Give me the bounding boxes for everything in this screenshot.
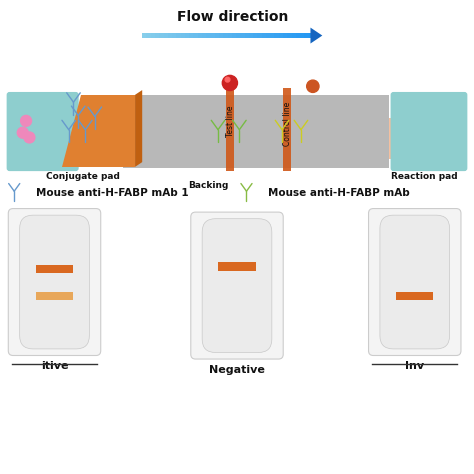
Bar <box>240 33 245 38</box>
Polygon shape <box>310 27 322 44</box>
Bar <box>210 33 215 38</box>
Text: Flow direction: Flow direction <box>177 9 288 24</box>
Bar <box>279 33 283 38</box>
Bar <box>159 33 164 38</box>
Bar <box>146 33 151 38</box>
Bar <box>253 33 258 38</box>
Bar <box>296 33 301 38</box>
Bar <box>257 33 262 38</box>
Bar <box>249 33 254 38</box>
Bar <box>142 33 147 38</box>
Bar <box>226 88 234 171</box>
Circle shape <box>225 77 230 82</box>
FancyBboxPatch shape <box>380 215 449 349</box>
Bar <box>189 33 194 38</box>
Bar <box>202 33 207 38</box>
Text: Mouse anti-H-FABP mAb: Mouse anti-H-FABP mAb <box>268 188 410 199</box>
Bar <box>155 33 160 38</box>
Text: Reaction pad: Reaction pad <box>391 172 457 181</box>
Text: Conjugate pad: Conjugate pad <box>46 172 120 181</box>
Bar <box>193 33 198 38</box>
Bar <box>36 292 73 300</box>
FancyBboxPatch shape <box>9 209 100 356</box>
Bar <box>36 265 73 273</box>
Bar <box>304 33 309 38</box>
Bar <box>309 33 313 38</box>
Bar <box>287 33 292 38</box>
FancyBboxPatch shape <box>20 215 89 349</box>
FancyBboxPatch shape <box>391 92 467 171</box>
Bar <box>219 33 224 38</box>
Circle shape <box>20 115 32 127</box>
Bar <box>266 33 271 38</box>
Polygon shape <box>135 90 142 167</box>
Bar <box>176 33 181 38</box>
Bar <box>270 33 275 38</box>
Bar <box>215 33 219 38</box>
Bar <box>198 33 202 38</box>
Bar <box>181 33 185 38</box>
Bar <box>292 33 296 38</box>
Text: Backing: Backing <box>188 181 229 190</box>
FancyBboxPatch shape <box>202 219 272 353</box>
FancyBboxPatch shape <box>368 209 461 356</box>
Text: Mouse anti-H-FABP mAb 1: Mouse anti-H-FABP mAb 1 <box>36 188 188 199</box>
Bar <box>396 292 433 300</box>
Bar <box>151 33 155 38</box>
Bar <box>274 33 279 38</box>
Bar <box>123 95 389 168</box>
FancyBboxPatch shape <box>7 92 79 171</box>
Text: Test line: Test line <box>227 105 235 137</box>
Bar <box>232 33 237 38</box>
Bar <box>283 33 288 38</box>
Bar <box>9 118 465 159</box>
Circle shape <box>17 127 29 139</box>
FancyBboxPatch shape <box>191 212 283 359</box>
Bar <box>164 33 168 38</box>
Text: Negative: Negative <box>209 365 265 375</box>
Text: itive: itive <box>41 361 68 371</box>
Bar <box>206 33 211 38</box>
Circle shape <box>23 131 36 144</box>
Bar <box>185 33 190 38</box>
Polygon shape <box>62 95 135 167</box>
Bar <box>300 33 305 38</box>
Text: Inv: Inv <box>405 361 424 371</box>
Circle shape <box>222 75 237 91</box>
Bar <box>168 33 173 38</box>
Circle shape <box>307 80 319 92</box>
Bar <box>228 33 232 38</box>
Bar <box>262 33 266 38</box>
Bar <box>172 33 177 38</box>
Bar <box>236 33 241 38</box>
Bar <box>245 33 249 38</box>
Text: Control line: Control line <box>283 102 292 146</box>
Bar <box>283 88 291 171</box>
Bar <box>218 262 256 271</box>
Bar <box>223 33 228 38</box>
